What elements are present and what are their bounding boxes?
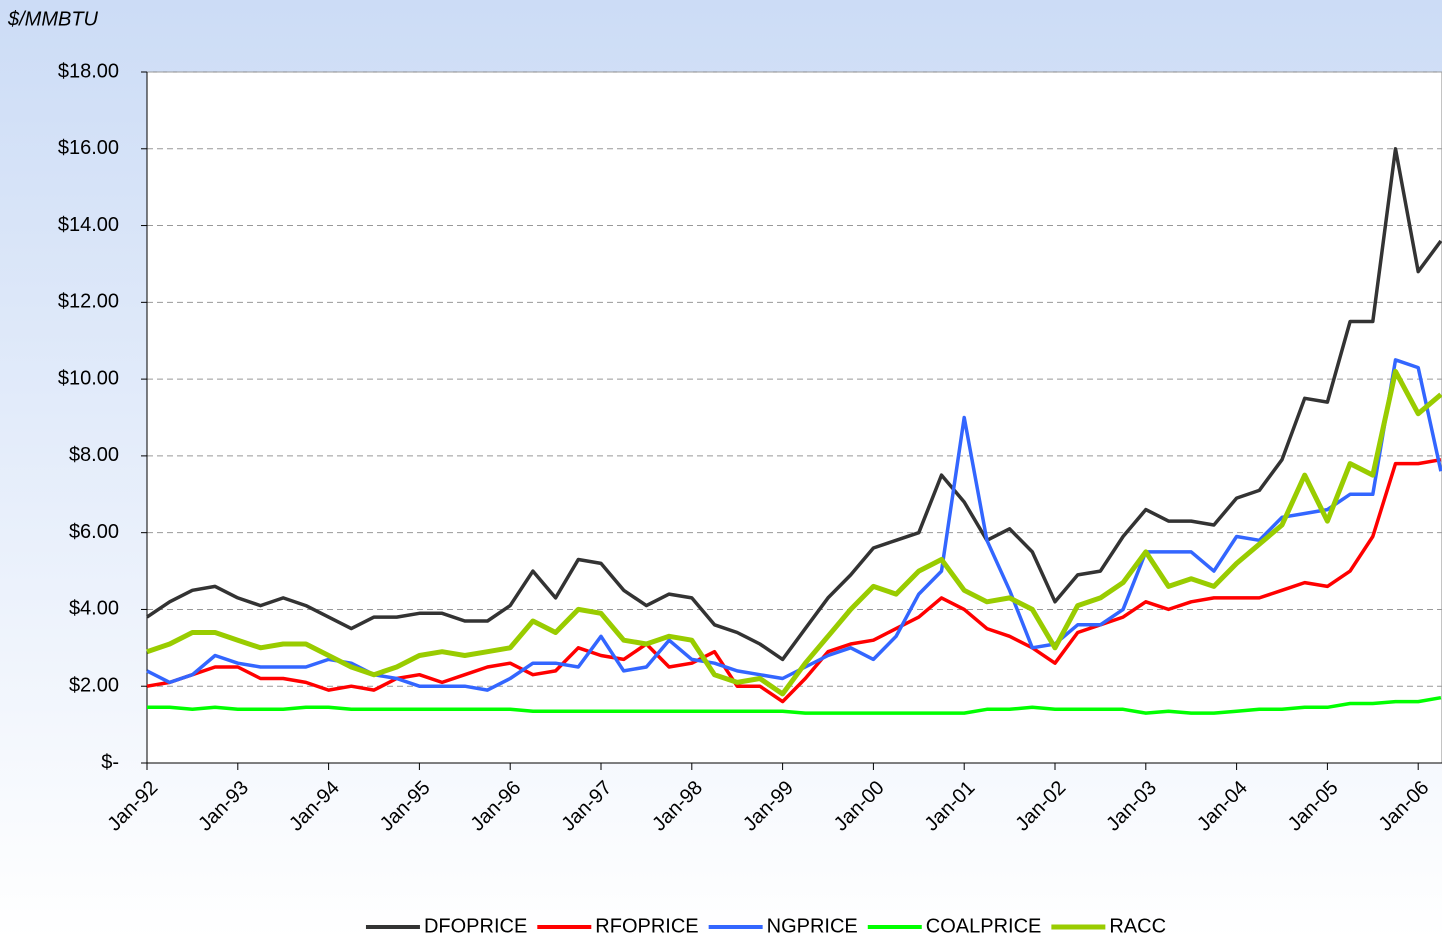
y-tick-label: $-: [101, 751, 119, 773]
y-tick-label: $6.00: [69, 521, 119, 543]
y-tick-label: $14.00: [58, 214, 119, 236]
legend-label: RACC: [1109, 915, 1166, 937]
y-tick-label: $10.00: [58, 367, 119, 389]
legend-label: COALPRICE: [926, 915, 1042, 937]
y-tick-label: $16.00: [58, 137, 119, 159]
plot-area: [146, 71, 1442, 764]
series-line: [146, 457, 1442, 704]
y-tick-label: $18.00: [58, 60, 119, 82]
legend-label: RFOPRICE: [595, 915, 698, 937]
y-tick-label: $12.00: [58, 291, 119, 313]
legend-label: DFOPRICE: [424, 915, 527, 937]
series-line: [147, 695, 1442, 715]
y-tick-label: $2.00: [69, 675, 119, 697]
series-line: [146, 368, 1442, 697]
legend-label: NGPRICE: [767, 915, 858, 937]
y-tick-label: $8.00: [69, 444, 119, 466]
y-tick-label: $4.00: [69, 598, 119, 620]
series-line: [146, 147, 1442, 662]
y-axis-label: $/MMBTU: [7, 8, 99, 30]
